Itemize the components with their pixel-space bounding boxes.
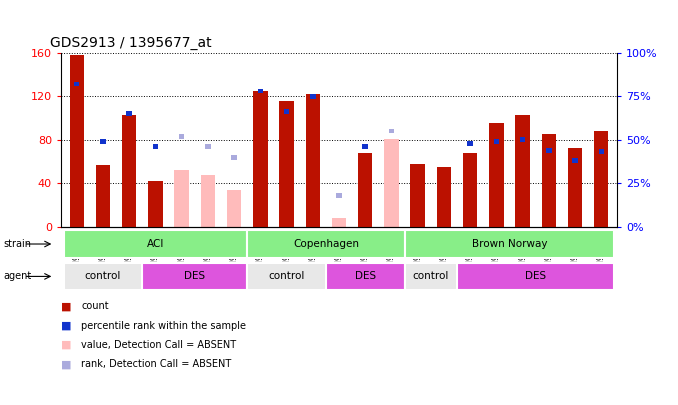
Text: count: count xyxy=(81,301,109,311)
Bar xyxy=(515,115,530,227)
Text: rank, Detection Call = ABSENT: rank, Detection Call = ABSENT xyxy=(81,360,232,369)
Bar xyxy=(567,149,582,227)
Bar xyxy=(70,55,84,227)
Text: agent: agent xyxy=(3,271,32,281)
Text: control: control xyxy=(268,271,304,281)
Bar xyxy=(100,139,106,144)
Bar xyxy=(326,263,405,290)
Bar xyxy=(231,155,237,160)
Bar xyxy=(201,175,215,227)
Text: percentile rank within the sample: percentile rank within the sample xyxy=(81,321,246,330)
Bar xyxy=(258,89,263,94)
Bar xyxy=(122,115,136,227)
Bar xyxy=(494,139,499,144)
Bar xyxy=(227,190,241,227)
Bar xyxy=(179,134,184,139)
Bar xyxy=(358,153,372,227)
Bar xyxy=(437,167,451,227)
Bar xyxy=(205,144,211,149)
Bar xyxy=(520,137,525,142)
Bar xyxy=(332,218,346,227)
Text: control: control xyxy=(413,271,449,281)
Bar xyxy=(594,131,608,227)
Bar xyxy=(410,164,425,227)
Bar xyxy=(489,124,504,227)
Text: strain: strain xyxy=(3,239,31,249)
Text: ■: ■ xyxy=(61,340,71,350)
Bar xyxy=(467,141,473,146)
Bar xyxy=(74,81,79,86)
Bar xyxy=(64,263,142,290)
Bar xyxy=(599,149,604,154)
Text: Brown Norway: Brown Norway xyxy=(472,239,547,249)
Bar xyxy=(279,100,294,227)
Text: ■: ■ xyxy=(61,301,71,311)
Bar xyxy=(247,263,326,290)
Text: Copenhagen: Copenhagen xyxy=(293,239,359,249)
Bar xyxy=(405,230,614,258)
Bar xyxy=(306,94,320,227)
Text: GDS2913 / 1395677_at: GDS2913 / 1395677_at xyxy=(50,36,212,50)
Text: control: control xyxy=(85,271,121,281)
Bar xyxy=(336,193,342,198)
Bar xyxy=(142,263,247,290)
Text: ■: ■ xyxy=(61,360,71,369)
Bar xyxy=(384,139,399,227)
Text: DES: DES xyxy=(184,271,205,281)
Bar xyxy=(463,153,477,227)
Text: value, Detection Call = ABSENT: value, Detection Call = ABSENT xyxy=(81,340,237,350)
Bar xyxy=(64,230,247,258)
Text: DES: DES xyxy=(355,271,376,281)
Bar xyxy=(148,181,163,227)
Bar xyxy=(457,263,614,290)
Text: ACI: ACI xyxy=(146,239,164,249)
Bar xyxy=(546,148,551,153)
Text: ■: ■ xyxy=(61,321,71,330)
Bar xyxy=(572,158,578,163)
Bar xyxy=(127,111,132,116)
Bar xyxy=(253,91,268,227)
Bar xyxy=(310,94,315,99)
Bar xyxy=(405,263,457,290)
Text: DES: DES xyxy=(525,271,546,281)
Bar xyxy=(96,165,111,227)
Bar xyxy=(153,144,158,149)
Bar xyxy=(174,170,189,227)
Bar xyxy=(247,230,405,258)
Bar xyxy=(363,144,368,149)
Bar xyxy=(542,134,556,227)
Bar xyxy=(284,109,290,114)
Bar xyxy=(388,128,394,134)
